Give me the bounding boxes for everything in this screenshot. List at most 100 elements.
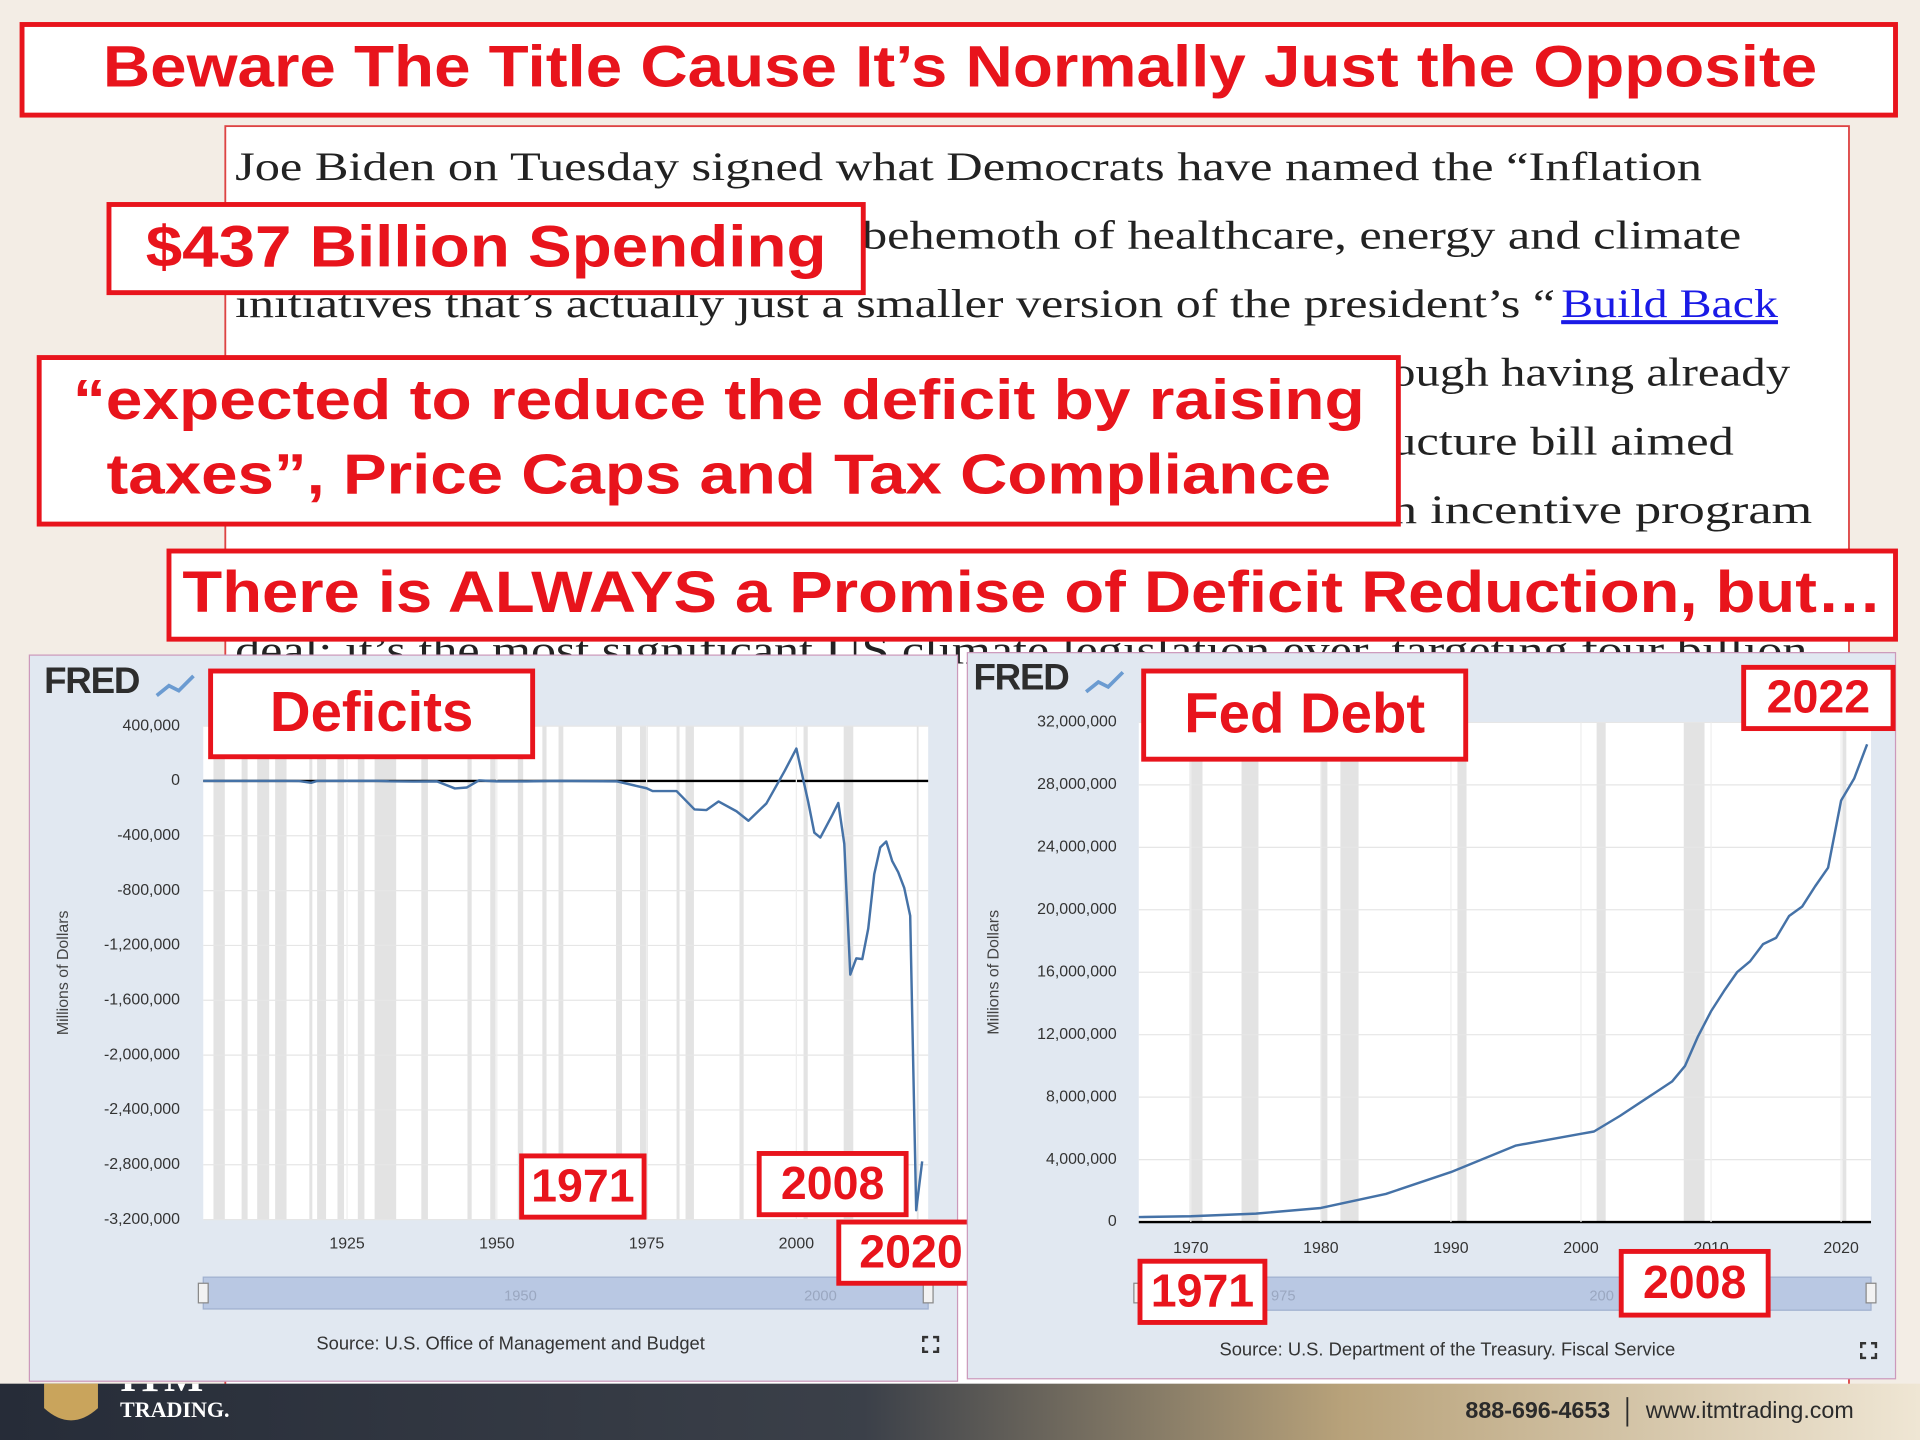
navigator-handle bbox=[1865, 1282, 1877, 1304]
recession-band bbox=[542, 726, 547, 1220]
recession-band bbox=[275, 726, 287, 1220]
expand-icon bbox=[922, 1335, 940, 1354]
recession-band bbox=[843, 726, 854, 1220]
annotation-box bbox=[1618, 1248, 1771, 1318]
article-line: behemoth of healthcare, energy and clima… bbox=[862, 213, 1741, 258]
recession-band bbox=[317, 726, 327, 1220]
callout-text: “expected to reduce the deficit by raisi… bbox=[73, 368, 1365, 431]
x-tick-label: 1980 bbox=[1303, 1240, 1339, 1257]
recession-band bbox=[676, 726, 680, 1220]
y-axis-label: Millions of Dollars bbox=[985, 910, 1002, 1035]
annotation: Fed Debt bbox=[1184, 681, 1425, 744]
callout-box bbox=[166, 548, 1898, 642]
y-tick-label: 32,000,000 bbox=[1037, 714, 1117, 731]
callout-text: $437 Billion Spending bbox=[146, 215, 827, 280]
annotation: 1971 bbox=[531, 1159, 634, 1211]
y-tick-label: 12,000,000 bbox=[1037, 1026, 1117, 1043]
y-tick-label: 8,000,000 bbox=[1046, 1088, 1117, 1105]
recession-band bbox=[685, 726, 694, 1220]
y-tick-label: -2,800,000 bbox=[104, 1156, 180, 1173]
source: Source: U.S. Office of Management and Bu… bbox=[316, 1332, 704, 1353]
source: Source: U.S. Department of the Treasury.… bbox=[1219, 1338, 1675, 1359]
y-tick-label: -1,200,000 bbox=[104, 937, 180, 954]
recession-band bbox=[213, 726, 225, 1220]
recession-band bbox=[241, 726, 248, 1220]
annotation-box bbox=[836, 1219, 986, 1286]
recession-band bbox=[739, 726, 744, 1220]
x-tick-label: 2000 bbox=[1563, 1240, 1599, 1257]
y-tick-label: -1,600,000 bbox=[104, 991, 180, 1008]
fred-logo: FRED bbox=[973, 656, 1068, 697]
navigator-handle bbox=[922, 1282, 934, 1304]
x-tick-label: 1970 bbox=[1173, 1240, 1209, 1257]
article-line: Joe Biden on Tuesday signed what Democra… bbox=[235, 144, 1702, 189]
recession-band bbox=[467, 726, 472, 1220]
footer-logo: ITM bbox=[44, 1355, 203, 1421]
y-tick-label: 0 bbox=[171, 772, 180, 789]
y-tick-label: -2,400,000 bbox=[104, 1101, 180, 1118]
recession-band bbox=[517, 726, 524, 1220]
callout-text: There is ALWAYS a Promise of Deficit Red… bbox=[182, 560, 1882, 625]
recession-band bbox=[421, 726, 428, 1220]
annotation: Deficits bbox=[270, 680, 473, 743]
annotation: 2008 bbox=[781, 1157, 884, 1209]
website: www.itmtrading.com bbox=[1645, 1397, 1854, 1423]
recession-band bbox=[640, 726, 648, 1220]
callouts: $437 Billion Spending “expected to reduce… bbox=[36, 202, 1898, 642]
x-tick-label: 1990 bbox=[1433, 1240, 1469, 1257]
recession-band bbox=[257, 726, 270, 1220]
annotation-box bbox=[208, 668, 536, 760]
recession-band bbox=[916, 726, 919, 1220]
y-tick-label: 4,000,000 bbox=[1046, 1151, 1117, 1168]
data-line bbox=[1138, 743, 1869, 1219]
phone: 888-696-4653 bbox=[1465, 1397, 1610, 1423]
navigator-label: 200 bbox=[1589, 1289, 1614, 1305]
x-tick-label: 1950 bbox=[479, 1235, 515, 1252]
y-tick-label: 24,000,000 bbox=[1037, 839, 1117, 856]
x-tick-label: 1925 bbox=[329, 1235, 365, 1252]
annotation-box bbox=[1137, 1258, 1268, 1325]
annotation: 1971 bbox=[1151, 1265, 1254, 1317]
article-link: Build Back bbox=[1561, 281, 1779, 326]
y-axis-label: Millions of Dollars bbox=[55, 910, 72, 1035]
y-tick-label: 16,000,000 bbox=[1037, 963, 1117, 980]
x-tick-label: 2000 bbox=[779, 1235, 815, 1252]
y-tick-label: 0 bbox=[1108, 1213, 1117, 1230]
data-line bbox=[203, 747, 924, 1212]
recession-band bbox=[357, 726, 365, 1220]
fred-logo-icon bbox=[155, 674, 195, 697]
article-line: ough having already bbox=[1391, 350, 1791, 395]
callout-box bbox=[106, 202, 866, 296]
navigator-handle bbox=[197, 1282, 209, 1304]
annotation: 2020 bbox=[859, 1225, 962, 1277]
recession-band bbox=[558, 726, 564, 1220]
recession-band bbox=[490, 726, 496, 1220]
recession-band bbox=[309, 726, 313, 1220]
annotation-box bbox=[1741, 664, 1896, 732]
annotation-box bbox=[1141, 668, 1469, 762]
article-line: ucture bill aimed bbox=[1391, 418, 1734, 463]
y-tick-label: 28,000,000 bbox=[1037, 776, 1117, 793]
charts: 400,000 0 -400,000 -800,000 -1,200,000 -1,600… bbox=[28, 652, 1897, 1382]
fred-logo-icon bbox=[1084, 670, 1125, 694]
x-tick-label: 2020 bbox=[1823, 1240, 1859, 1257]
logo-word: ITM bbox=[120, 1355, 203, 1401]
logo-sub: TRADING. bbox=[120, 1397, 230, 1422]
recession-band bbox=[616, 726, 623, 1220]
y-tick-label: -800,000 bbox=[117, 882, 180, 899]
recession-band bbox=[337, 726, 345, 1220]
navigator-label: 1950 bbox=[504, 1289, 537, 1305]
expand-icon bbox=[1860, 1342, 1878, 1360]
fred-logo: FRED bbox=[44, 660, 139, 701]
annotation-box bbox=[519, 1153, 647, 1220]
navigator bbox=[202, 1276, 929, 1310]
y-tick-label: -2,000,000 bbox=[104, 1046, 180, 1063]
x-tick-label: 1975 bbox=[629, 1235, 665, 1252]
annotation-box bbox=[756, 1151, 909, 1218]
recession-band bbox=[803, 726, 808, 1220]
callout-text: taxes”, Price Caps and Tax Compliance bbox=[107, 443, 1331, 506]
navigator-label: 2000 bbox=[804, 1289, 837, 1305]
footer-bar bbox=[0, 1383, 1920, 1440]
title: Beware The Title Cause It’s Normally Jus… bbox=[103, 35, 1817, 100]
